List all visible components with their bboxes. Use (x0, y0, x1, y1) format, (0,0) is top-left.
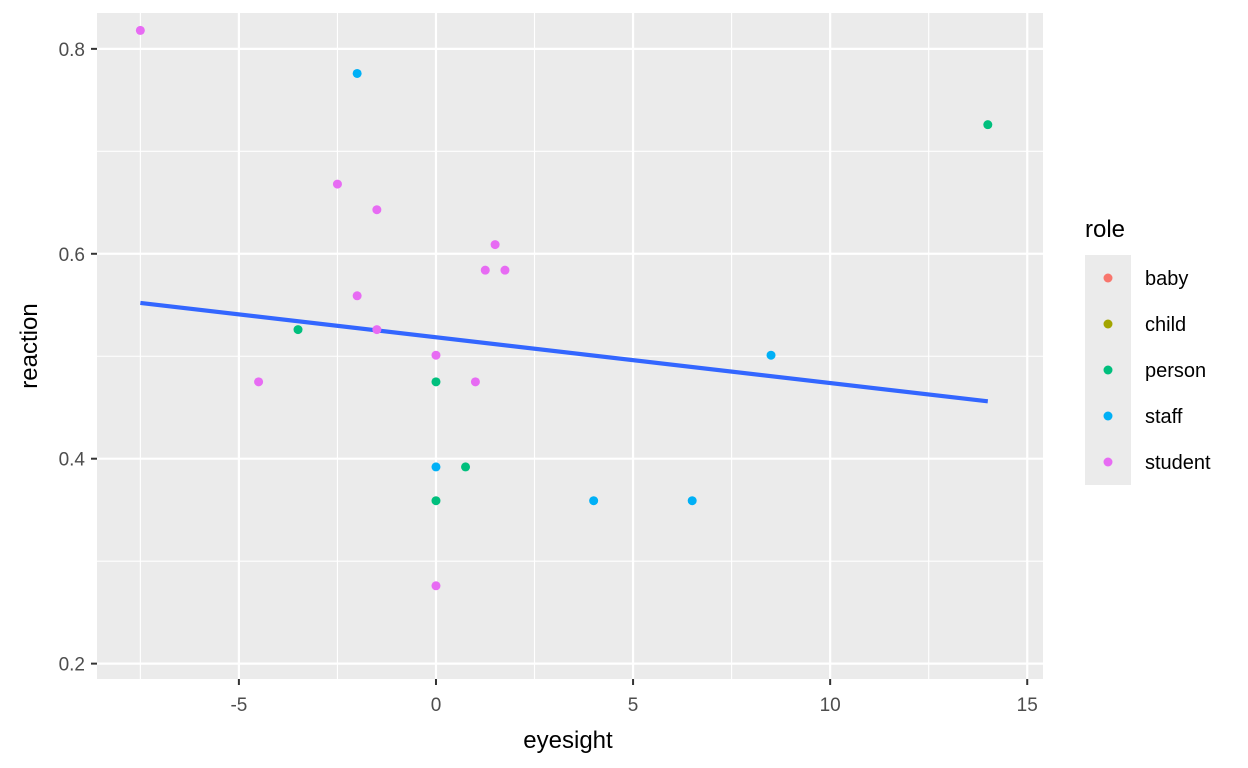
point-student (332, 179, 342, 189)
point-student (372, 205, 382, 215)
point-student (352, 291, 362, 301)
major-gridlines (97, 13, 1043, 679)
x-tick-label: -5 (230, 695, 247, 716)
legend-label-staff: staff (1145, 406, 1183, 428)
point-student (431, 350, 441, 360)
y-axis: 0.2 0.4 0.6 0.8 (59, 40, 97, 676)
legend-title: role (1085, 216, 1125, 243)
x-tick-label: 0 (431, 695, 442, 716)
point-staff (352, 68, 362, 78)
legend-key-staff (1103, 411, 1113, 421)
y-tick-label: 0.8 (59, 40, 85, 61)
point-person (983, 120, 993, 130)
point-student (470, 377, 480, 387)
point-person (431, 496, 441, 506)
point-student (135, 25, 145, 35)
plot-panel (97, 13, 1043, 679)
legend-key-baby (1103, 273, 1113, 283)
legend-label-person: person (1145, 360, 1206, 382)
point-student (480, 265, 490, 275)
point-person (293, 325, 303, 335)
point-student (254, 377, 264, 387)
minor-gridlines (97, 13, 1043, 679)
legend-label-student: student (1145, 452, 1211, 474)
point-staff (766, 350, 776, 360)
legend-label-baby: baby (1145, 268, 1188, 290)
point-staff (431, 462, 441, 472)
y-tick-label: 0.6 (59, 245, 85, 266)
point-person (461, 462, 471, 472)
point-person (431, 377, 441, 387)
legend-key-person (1103, 365, 1113, 375)
x-axis: -5 0 5 10 15 (230, 679, 1038, 716)
legend-label-child: child (1145, 314, 1186, 336)
data-points (135, 25, 993, 591)
x-tick-label: 10 (820, 695, 841, 716)
point-staff (687, 496, 697, 506)
x-axis-title: eyesight (523, 727, 613, 754)
y-tick-label: 0.2 (59, 655, 85, 676)
legend-key-student (1103, 457, 1113, 467)
y-axis-title: reaction (16, 303, 43, 388)
point-student (490, 240, 500, 250)
point-student (500, 265, 510, 275)
point-student (431, 581, 441, 591)
point-staff (589, 496, 599, 506)
legend-entries: baby child person staff student (1103, 268, 1211, 474)
x-tick-label: 15 (1017, 695, 1038, 716)
trend-line-group (140, 300, 989, 404)
legend: role baby child person staff student (1085, 216, 1211, 485)
y-tick-label: 0.4 (59, 450, 86, 471)
legend-key-child (1103, 319, 1113, 329)
trend-line (140, 300, 989, 404)
point-student (372, 325, 382, 335)
x-tick-label: 5 (628, 695, 639, 716)
